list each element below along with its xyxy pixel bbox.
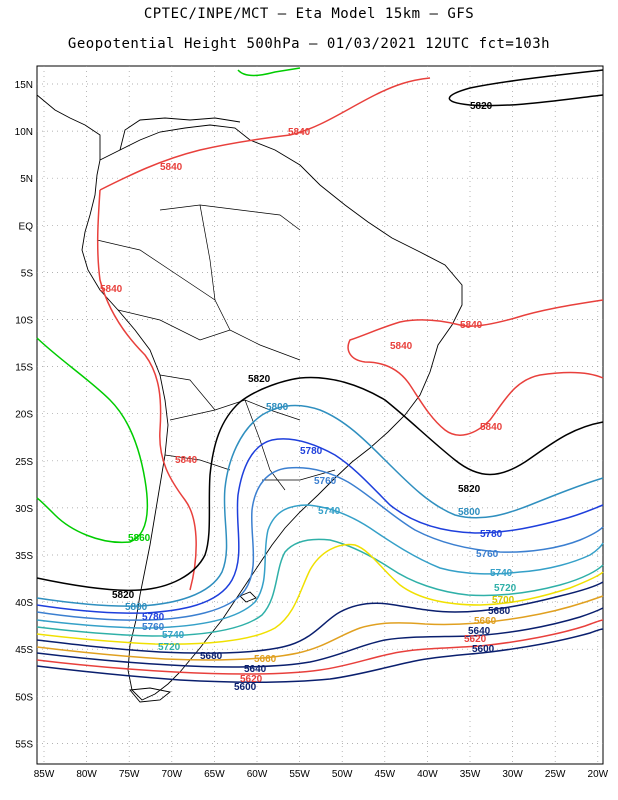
longitude-label: 85W — [34, 769, 55, 780]
contour-5640 — [36, 607, 604, 668]
latitude-label: 15S — [15, 363, 33, 374]
label-5820-w: 5820 — [112, 590, 135, 601]
longitude-label: 45W — [375, 769, 396, 780]
contour-5860-n — [237, 67, 301, 77]
contour-5740 — [36, 504, 604, 629]
label-5740-w: 5740 — [162, 630, 185, 641]
contour-5720 — [36, 538, 604, 637]
latitude-label: 30S — [15, 504, 33, 515]
label-5840-e1: 5840 — [460, 320, 483, 331]
latitude-label: 10N — [15, 127, 33, 138]
label-5800-e: 5800 — [458, 507, 481, 518]
contour-5620 — [36, 619, 604, 675]
height-contours — [36, 67, 604, 683]
contour-5800 — [36, 404, 604, 607]
caribbean-coast — [119, 117, 241, 151]
map-frame — [36, 65, 604, 765]
map-title-line2: Geopotential Height 500hPa – 01/03/2021 … — [67, 36, 551, 52]
label-5800-c: 5800 — [266, 402, 289, 413]
label-5800-w: 5800 — [125, 602, 148, 613]
label-5840-w: 5840 — [100, 284, 123, 295]
label-5780-w: 5780 — [142, 612, 165, 623]
label-5620-w: 5620 — [240, 674, 263, 685]
latitude-label: 35S — [15, 551, 33, 562]
label-5620-e: 5620 — [464, 634, 487, 645]
latitude-label: EQ — [19, 221, 34, 232]
longitude-label: 80W — [76, 769, 97, 780]
label-5820-e: 5820 — [458, 484, 481, 495]
label-5840-se: 5840 — [480, 422, 503, 433]
contour-5760 — [36, 466, 604, 621]
label-5760-c: 5760 — [314, 476, 337, 487]
country-borders — [96, 204, 336, 491]
label-5820-ne: 5820 — [470, 101, 493, 112]
contour-5840-e — [347, 299, 604, 436]
latitude-label: 20S — [15, 410, 33, 421]
latitude-label: 55S — [15, 739, 33, 750]
label-5660-w: 5660 — [254, 654, 277, 665]
tierra-del-fuego — [129, 687, 172, 703]
contour-5820-main — [36, 376, 604, 592]
longitude-label: 75W — [119, 769, 140, 780]
label-5780-e: 5780 — [480, 529, 503, 540]
contour-labels: 5820 5840 5840 5840 5840 5840 5840 5840 … — [100, 101, 517, 693]
label-5760-e: 5760 — [476, 549, 499, 560]
label-5640-w: 5640 — [244, 664, 267, 675]
latitude-label: 15N — [15, 80, 33, 91]
label-5680-e: 5680 — [488, 606, 511, 617]
longitude-label: 20W — [588, 769, 609, 780]
coastlines-and-borders — [36, 94, 463, 703]
label-5680-w: 5680 — [200, 651, 223, 662]
longitude-label: 50W — [332, 769, 353, 780]
contour-5600 — [36, 628, 604, 683]
contour-5820-ne — [448, 69, 604, 107]
falkland-islands — [239, 591, 257, 603]
latitude-label: 5N — [20, 174, 33, 185]
latitude-label: 10S — [15, 316, 33, 327]
label-5840-e2: 5840 — [390, 341, 413, 352]
label-5660-e: 5660 — [474, 616, 497, 627]
contour-5680 — [36, 581, 604, 654]
latitude-label: 5S — [21, 268, 34, 279]
longitude-label: 25W — [545, 769, 566, 780]
longitude-label: 30W — [502, 769, 523, 780]
label-5720-e: 5720 — [494, 583, 517, 594]
label-5820-c: 5820 — [248, 374, 271, 385]
map-title-line1: CPTEC/INPE/MCT – Eta Model 15km – GFS — [143, 6, 475, 22]
label-5860-w: 5860 — [128, 533, 151, 544]
label-5840-n: 5840 — [288, 127, 311, 138]
label-5600-w: 5600 — [234, 682, 257, 693]
longitude-label: 40W — [417, 769, 438, 780]
label-5840-nw: 5840 — [160, 162, 183, 173]
longitude-labels: 85W 80W 75W 70W 65W 60W 55W 50W 45W 40W 35W 30W 25W 2… — [34, 769, 609, 780]
longitude-label: 55W — [289, 769, 310, 780]
label-5700-e: 5700 — [492, 595, 515, 606]
contour-5780 — [36, 438, 604, 614]
contour-5700 — [36, 543, 604, 645]
longitude-label: 65W — [204, 769, 225, 780]
longitude-label: 60W — [247, 769, 268, 780]
label-5740-c: 5740 — [318, 506, 341, 517]
latitude-label: 45S — [15, 645, 33, 656]
contour-5840-n — [99, 77, 431, 191]
label-5640-e: 5640 — [468, 626, 491, 637]
longitude-label: 35W — [460, 769, 481, 780]
latitude-labels: 15N 10N 5N EQ 5S 10S 15S 20S 25S 30S 35S 40S 45S 50S 5… — [15, 80, 34, 750]
contour-5660 — [36, 595, 604, 661]
contour-5840-w — [96, 189, 197, 591]
longitude-label: 70W — [162, 769, 183, 780]
latitude-label: 25S — [15, 457, 33, 468]
latitude-label: 50S — [15, 692, 33, 703]
label-5840-s: 5840 — [175, 455, 198, 466]
contour-5860-w — [36, 337, 149, 544]
latitude-label: 40S — [15, 598, 33, 609]
label-5760-w: 5760 — [142, 622, 165, 633]
label-5600-e: 5600 — [472, 644, 495, 655]
label-5720-w: 5720 — [158, 642, 181, 653]
label-5740-e: 5740 — [490, 568, 513, 579]
central-america-coast — [36, 94, 101, 160]
label-5780-c: 5780 — [300, 446, 323, 457]
